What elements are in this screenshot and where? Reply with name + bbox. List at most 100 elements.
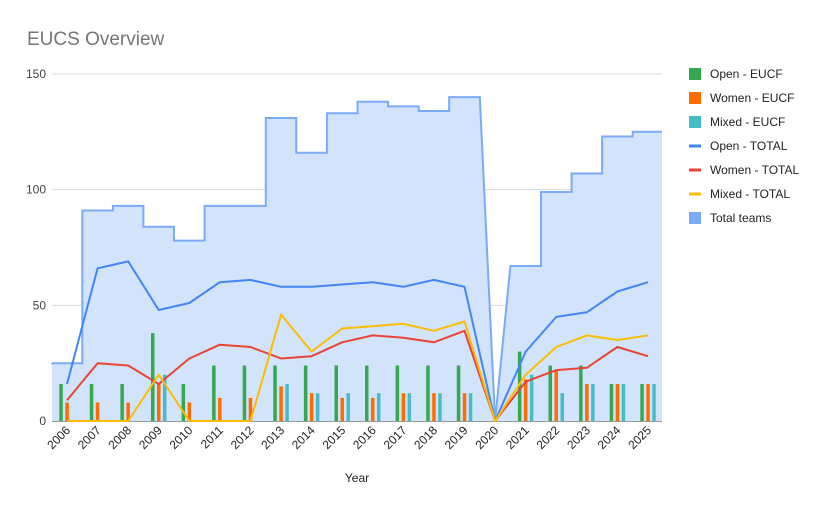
bar-women-eucf-2017 — [401, 393, 406, 421]
bar-open-eucf-2015 — [334, 365, 338, 421]
x-tick-label: 2017 — [381, 423, 410, 452]
bar-women-eucf-2022 — [554, 370, 558, 421]
bar-mixed-eucf-2017 — [407, 393, 412, 421]
line-mixed-total — [67, 313, 649, 422]
chart-title: EUCS Overview — [27, 29, 165, 50]
x-tick-label: 2014 — [289, 423, 318, 452]
bar-women-eucf-2016 — [371, 397, 375, 421]
legend-item: Open - TOTAL — [689, 139, 788, 153]
bar-open-eucf-2007 — [89, 384, 94, 421]
bar-open-eucf-2013 — [273, 365, 277, 421]
bar-open-eucf-2017 — [395, 365, 400, 421]
bar-series-group — [59, 333, 656, 421]
bar-open-eucf-2025 — [640, 384, 644, 421]
bar-women-eucf-2009 — [157, 384, 161, 421]
bar-women-eucf-2013 — [279, 386, 283, 421]
x-tick-label: 2008 — [105, 423, 134, 452]
bar-mixed-eucf-2009 — [163, 374, 167, 421]
line-open-total — [66, 260, 649, 422]
legend-item: Open - EUCF — [689, 67, 783, 81]
bar-mixed-eucf-2013 — [285, 384, 289, 421]
x-tick-label: 2021 — [503, 423, 532, 452]
bar-mixed-eucf-2014 — [315, 393, 320, 421]
bar-mixed-eucf-2018 — [438, 393, 442, 421]
bar-women-eucf-2025 — [646, 384, 650, 421]
bar-open-eucf-2011 — [212, 365, 216, 421]
legend-label: Open - TOTAL — [710, 139, 788, 153]
legend-item: Mixed - EUCF — [689, 115, 785, 129]
bar-open-eucf-2023 — [579, 365, 583, 421]
bar-women-eucf-2021 — [523, 379, 528, 421]
y-tick-label: 0 — [39, 414, 46, 428]
bar-women-eucf-2014 — [309, 393, 314, 421]
bar-mixed-eucf-2023 — [591, 384, 595, 421]
legend-swatch — [689, 92, 701, 104]
bar-mixed-eucf-2024 — [621, 384, 626, 421]
bar-mixed-eucf-2022 — [560, 393, 564, 421]
legend-item: Women - TOTAL — [689, 163, 799, 177]
bar-open-eucf-2009 — [151, 333, 155, 421]
x-tick-label: 2016 — [350, 423, 379, 452]
bar-women-eucf-2010 — [187, 402, 192, 421]
legend-label: Women - EUCF — [710, 91, 794, 105]
axes: 2006 2007 2008 2009 2010 2011 2012 2013 2014 2015… — [44, 423, 654, 452]
total-teams-area-fill — [52, 97, 662, 421]
y-tick-label: 100 — [26, 183, 46, 197]
bar-women-eucf-2019 — [462, 393, 467, 421]
bar-women-eucf-2015 — [340, 397, 344, 421]
bar-open-eucf-2014 — [303, 365, 308, 421]
total-teams-area-outline — [51, 96, 662, 422]
x-tick-label: 2011 — [198, 423, 226, 451]
bar-women-eucf-2006 — [65, 402, 69, 421]
legend-label: Open - EUCF — [710, 67, 783, 81]
legend-swatch — [689, 68, 701, 80]
x-tick-label: 2023 — [564, 423, 593, 452]
legend-item: Total teams — [689, 211, 771, 225]
legend-swatch — [689, 212, 701, 224]
bar-open-eucf-2021 — [517, 351, 522, 421]
bar-open-eucf-2022 — [548, 365, 552, 421]
bar-women-eucf-2018 — [432, 393, 436, 421]
x-tick-label: 2006 — [44, 423, 73, 452]
bar-open-eucf-2018 — [426, 365, 430, 421]
x-tick-label: 2013 — [258, 423, 287, 452]
bar-women-eucf-2023 — [585, 384, 589, 421]
x-tick-label: 2018 — [411, 423, 440, 452]
y-tick-label: 150 — [26, 67, 46, 81]
legend-item: Mixed - TOTAL — [689, 187, 790, 201]
legend: Open - EUCF Women - EUCF Mixed - EUCF Open … — [689, 67, 799, 225]
bar-women-eucf-2012 — [248, 397, 253, 421]
bar-mixed-eucf-2015 — [346, 393, 350, 421]
line-series-group — [66, 260, 649, 422]
bar-open-eucf-2016 — [365, 365, 369, 421]
bar-open-eucf-2006 — [59, 384, 63, 421]
x-tick-label: 2012 — [228, 423, 257, 452]
x-tick-label: 2015 — [320, 423, 349, 452]
legend-swatch — [689, 116, 701, 128]
bar-mixed-eucf-2021 — [529, 374, 534, 421]
bar-women-eucf-2011 — [218, 397, 222, 421]
y-tick-label: 50 — [33, 298, 47, 312]
bar-mixed-eucf-2019 — [468, 393, 473, 421]
legend-label: Total teams — [710, 211, 771, 225]
bar-open-eucf-2010 — [181, 384, 186, 421]
legend-label: Mixed - TOTAL — [710, 187, 790, 201]
x-tick-label: 2020 — [472, 423, 501, 452]
bar-mixed-eucf-2025 — [652, 384, 656, 421]
legend-item: Women - EUCF — [689, 91, 794, 105]
x-tick-label: 2007 — [75, 423, 104, 452]
bar-open-eucf-2012 — [242, 365, 247, 421]
bar-open-eucf-2024 — [609, 384, 614, 421]
legend-label: Women - TOTAL — [710, 163, 799, 177]
x-tick-label: 2025 — [625, 423, 654, 452]
line-women-total — [66, 329, 649, 422]
x-tick-label: 2019 — [442, 423, 471, 452]
x-tick-label: 2010 — [167, 423, 196, 452]
bar-women-eucf-2007 — [95, 402, 100, 421]
x-tick-label: 2022 — [534, 423, 563, 452]
bar-mixed-eucf-2016 — [377, 393, 381, 421]
bar-open-eucf-2019 — [456, 365, 461, 421]
bar-women-eucf-2024 — [615, 384, 620, 421]
x-axis-label: Year — [345, 471, 369, 485]
